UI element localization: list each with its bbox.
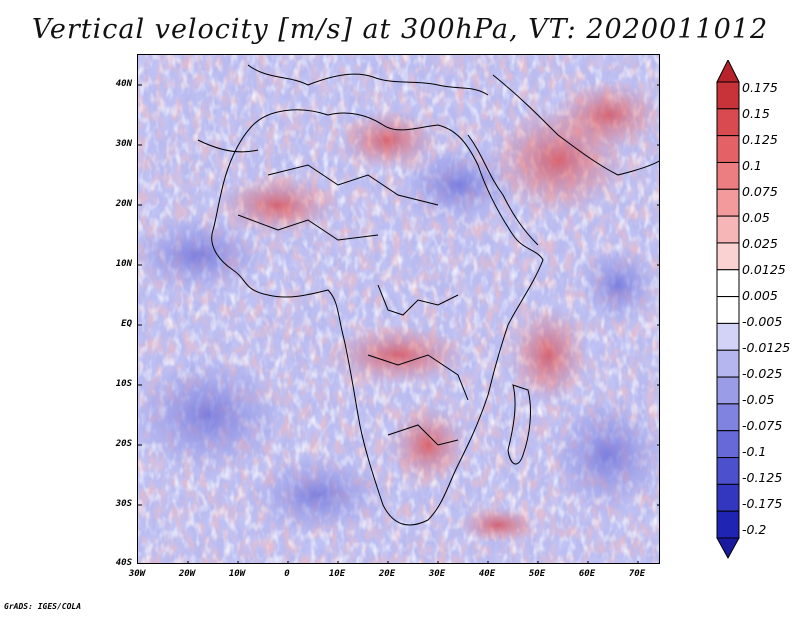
map-field xyxy=(138,55,659,563)
credit-text: GrADS: IGES/COLA xyxy=(4,602,82,611)
colorbar-label: -0.025 xyxy=(742,366,783,381)
colorbar-label: 0.0125 xyxy=(742,262,786,277)
lat-label-40n: 40N xyxy=(115,79,132,89)
graticule-ticks xyxy=(138,84,659,563)
colorbar-label: -0.005 xyxy=(742,314,783,329)
lat-label-30s: 30S xyxy=(115,499,132,509)
chart-title: Vertical velocity [m/s] at 300hPa, VT: 2… xyxy=(31,14,769,45)
colorbar-box xyxy=(716,296,740,324)
colorbar-label: 0.15 xyxy=(742,106,770,121)
lon-label-50e: 50E xyxy=(528,569,546,579)
colorbar-label: -0.2 xyxy=(742,522,767,537)
colorbar-label: -0.1 xyxy=(742,444,767,459)
lon-label-10w: 10W xyxy=(228,569,246,579)
colorbar-box xyxy=(716,108,740,137)
colorbar-top-arrow xyxy=(716,60,740,83)
lat-label-eq: EQ xyxy=(121,319,132,329)
lat-label-40s: 40S xyxy=(115,558,132,568)
colorbar-box xyxy=(716,242,740,271)
lat-label-20n: 20N xyxy=(115,199,132,209)
colorbar-bottom-arrow xyxy=(716,537,740,560)
colorbar-box xyxy=(716,483,740,512)
colorbar-label: 0.175 xyxy=(742,80,778,95)
colorbar-label: -0.0125 xyxy=(742,340,791,355)
lat-label-10s: 10S xyxy=(115,379,132,389)
map-panel xyxy=(137,54,660,564)
colorbar-label: 0.025 xyxy=(742,236,778,251)
colorbar-box xyxy=(716,269,740,298)
lon-label-20e: 20E xyxy=(378,569,396,579)
colorbar-label: -0.075 xyxy=(742,418,783,433)
lon-label-30w: 30W xyxy=(128,569,146,579)
lon-label-70e: 70E xyxy=(628,569,646,579)
colorbar-box xyxy=(716,510,740,539)
lon-label-0: 0 xyxy=(284,569,290,579)
lat-label-10n: 10N xyxy=(115,259,132,269)
lat-label-20s: 20S xyxy=(115,439,132,449)
colorbar-label: 0.075 xyxy=(742,184,778,199)
colorbar-label: 0.1 xyxy=(742,158,762,173)
colorbar-box xyxy=(716,135,740,163)
colorbar xyxy=(716,60,740,560)
colorbar-box xyxy=(716,188,740,217)
lon-label-30e: 30E xyxy=(428,569,446,579)
colorbar-boxes xyxy=(716,60,740,560)
colorbar-box xyxy=(716,457,740,485)
colorbar-box xyxy=(716,161,740,190)
colorbar-box xyxy=(716,376,740,405)
colorbar-label: 0.125 xyxy=(742,132,778,147)
colorbar-label: 0.05 xyxy=(742,210,770,225)
colorbar-label: -0.05 xyxy=(742,392,775,407)
colorbar-box xyxy=(716,403,740,432)
lon-label-20w: 20W xyxy=(178,569,196,579)
colorbar-box xyxy=(716,430,740,459)
lon-label-40e: 40E xyxy=(478,569,496,579)
lon-label-10e: 10E xyxy=(328,569,346,579)
colorbar-label: 0.005 xyxy=(742,288,778,303)
colorbar-box xyxy=(716,81,740,110)
lon-label-60e: 60E xyxy=(578,569,596,579)
colorbar-label: -0.175 xyxy=(742,496,783,511)
colorbar-box xyxy=(716,215,740,244)
lat-label-30n: 30N xyxy=(115,139,132,149)
colorbar-box xyxy=(716,322,740,351)
colorbar-label: -0.125 xyxy=(742,470,783,485)
coastlines xyxy=(197,64,659,526)
colorbar-box xyxy=(716,349,740,378)
